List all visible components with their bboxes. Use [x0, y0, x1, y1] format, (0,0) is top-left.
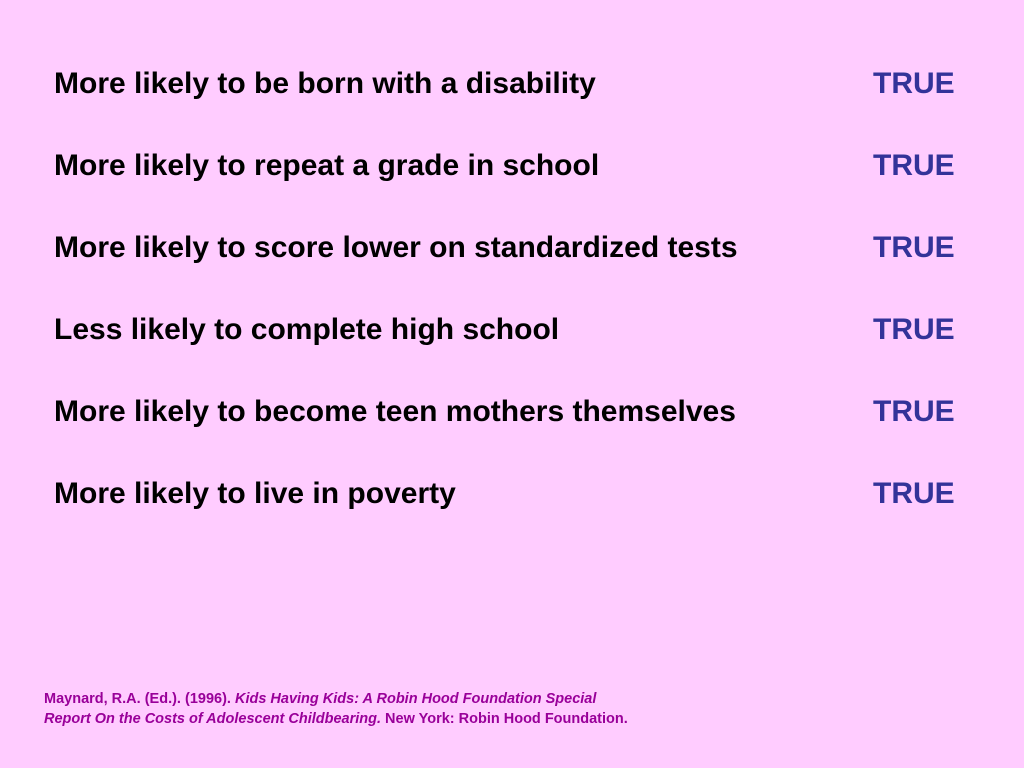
citation-title-line1: Kids Having Kids: A Robin Hood Foundatio…: [234, 691, 597, 707]
statement-row-1: More likely to be born with a disability…: [54, 60, 974, 142]
statement-text: More likely to score lower on standardiz…: [54, 231, 738, 264]
statement-text: More likely to repeat a grade in school: [54, 149, 600, 182]
statement-answer: TRUE: [873, 313, 955, 346]
statement-text: More likely to become teen mothers thems…: [54, 395, 736, 428]
statement-row-2: More likely to repeat a grade in school …: [54, 142, 974, 224]
statement-answer: TRUE: [873, 395, 955, 428]
statement-text: Less likely to complete high school: [54, 313, 560, 346]
citation-publisher: New York: Robin Hood Foundation.: [381, 711, 628, 727]
statement-answer: TRUE: [873, 149, 955, 182]
statement-row-3: More likely to score lower on standardiz…: [54, 224, 974, 306]
statement-answer: TRUE: [873, 231, 955, 264]
statement-text: More likely to live in poverty: [54, 477, 456, 510]
citation: Maynard, R.A. (Ed.). (1996). Kids Having…: [44, 689, 804, 729]
citation-title-line2: Report On the Costs of Adolescent Childb…: [44, 711, 382, 727]
statement-text: More likely to be born with a disability: [54, 67, 596, 100]
statement-row-4: Less likely to complete high school TRUE: [54, 306, 974, 388]
statement-answer: TRUE: [873, 67, 955, 100]
citation-authors: Maynard, R.A. (Ed.). (1996).: [44, 691, 235, 707]
statement-row-6: More likely to live in poverty TRUE: [54, 470, 974, 552]
statement-list: More likely to be born with a disability…: [54, 60, 974, 552]
statement-answer: TRUE: [873, 477, 955, 510]
statement-row-5: More likely to become teen mothers thems…: [54, 388, 974, 470]
